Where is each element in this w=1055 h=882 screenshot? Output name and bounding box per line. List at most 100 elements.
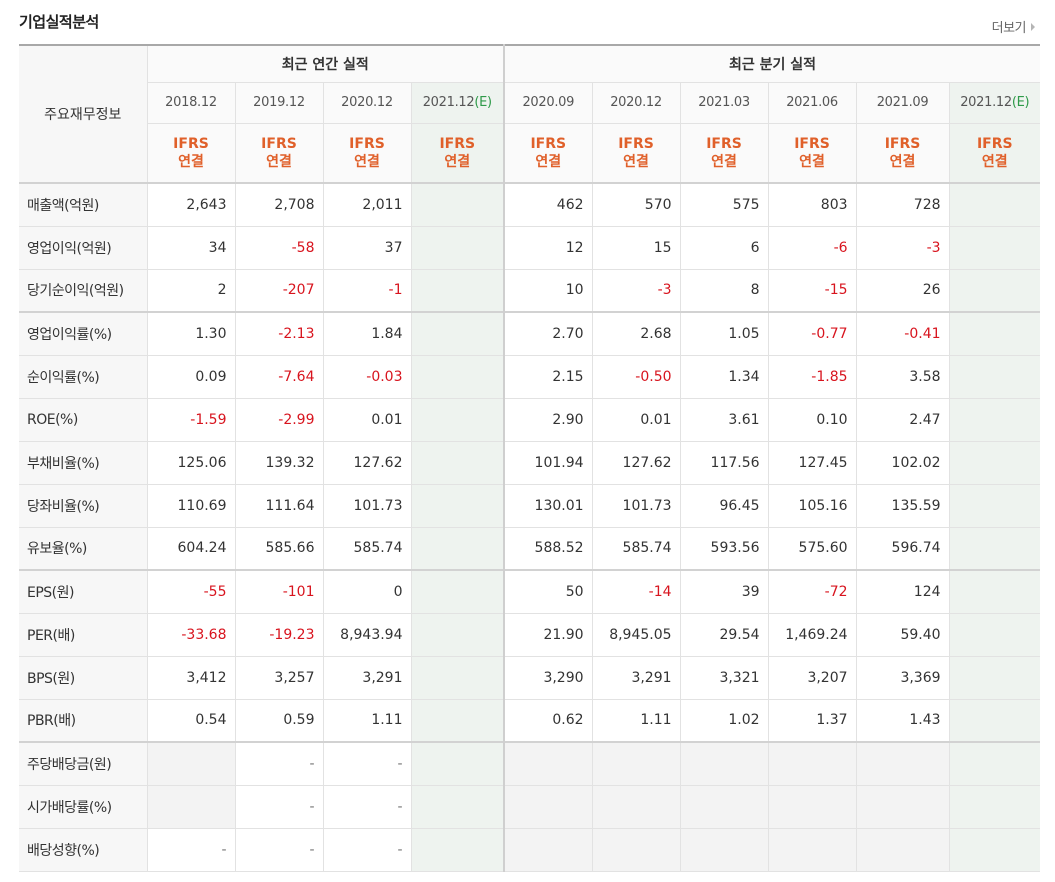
table-cell: 585.74	[591, 526, 681, 571]
more-link[interactable]: 더보기	[992, 17, 1035, 36]
period-label: 2021.12	[422, 95, 475, 110]
basis-line-1: IFRS	[618, 135, 654, 152]
table-cell: 570	[591, 182, 681, 227]
table-cell: 2,011	[322, 182, 412, 227]
table-row: PBR(배) 0.54 0.59 1.11 0.62 1.11 1.02 1.37 1.43	[19, 698, 1041, 743]
row-label: BPS(원)	[19, 655, 148, 700]
table-row: 당좌비율(%) 110.69 111.64 101.73 130.01 101.73 96.…	[19, 483, 1041, 528]
table-cell	[410, 655, 505, 700]
table-cell: -6	[767, 225, 857, 270]
table-cell: 2,708	[234, 182, 324, 227]
period-header: 2020.09	[503, 81, 593, 124]
group-annual: 최근 연간 실적	[146, 44, 505, 83]
table-cell: -	[146, 827, 236, 872]
table-cell	[410, 311, 505, 356]
table-cell: 3,207	[767, 655, 857, 700]
row-label: 당좌비율(%)	[19, 483, 148, 528]
basis-label: IFRS 연결	[679, 122, 769, 184]
table-cell: -1.85	[767, 354, 857, 399]
table-cell: -	[234, 741, 324, 786]
table-cell	[410, 483, 505, 528]
basis-line-2: 연결	[178, 153, 204, 170]
table-cell	[410, 784, 505, 829]
basis-line-1: IFRS	[439, 135, 476, 152]
table-cell: 1,469.24	[767, 612, 857, 657]
table-cell	[679, 827, 769, 872]
table-cell: 728	[855, 182, 950, 227]
row-label: PBR(배)	[19, 698, 148, 743]
table-cell: 21.90	[503, 612, 593, 657]
table-cell: -	[234, 827, 324, 872]
chevron-right-icon	[1031, 22, 1035, 31]
table-row: EPS(원) -55 -101 0 50 -14 39 -72 124	[19, 569, 1041, 614]
basis-line-1: IFRS	[349, 135, 385, 152]
table-cell: 1.30	[146, 311, 236, 356]
table-cell: 127.45	[767, 440, 857, 485]
basis-line-2: 연결	[535, 153, 562, 170]
period-label: 2021.03	[698, 95, 750, 110]
table-cell: 575	[679, 182, 769, 227]
table-cell: 0	[322, 569, 412, 614]
table-cell: 29.54	[679, 612, 769, 657]
table-cell	[410, 612, 505, 657]
basis-label: IFRS 연결	[234, 122, 324, 184]
table-cell	[591, 827, 681, 872]
financial-performance-table: 주요재무정보 최근 연간 실적 최근 분기 실적 2018.12 2019.12 2…	[19, 44, 1041, 872]
basis-line-2: 연결	[889, 153, 916, 170]
table-cell: 1.02	[679, 698, 769, 743]
basis-line-2: 연결	[266, 153, 292, 170]
table-cell: -0.03	[322, 354, 412, 399]
table-cell: 101.73	[322, 483, 412, 528]
table-cell: -0.41	[855, 311, 950, 356]
table-cell: 8	[679, 268, 769, 313]
table-cell: -2.99	[234, 397, 324, 442]
table-cell: 8,943.94	[322, 612, 412, 657]
table-cell: -3	[591, 268, 681, 313]
table-cell: -0.50	[591, 354, 681, 399]
row-label: EPS(원)	[19, 569, 148, 614]
table-row: 주당배당금(원) - -	[19, 741, 1041, 786]
table-row: 당기순이익(억원) 2 -207 -1 10 -3 8 -15 26	[19, 268, 1041, 313]
table-cell	[146, 741, 236, 786]
table-cell	[410, 182, 505, 227]
table-cell	[591, 784, 681, 829]
table-cell: 135.59	[855, 483, 950, 528]
table-row: 영업이익(억원) 34 -58 37 12 15 6 -6 -3	[19, 225, 1041, 270]
table-row: 시가배당률(%) - -	[19, 784, 1041, 829]
period-header: 2021.09	[855, 81, 950, 124]
row-label: 시가배당률(%)	[19, 784, 148, 829]
table-cell	[948, 526, 1041, 571]
period-header: 2018.12	[147, 81, 236, 124]
table-cell	[410, 397, 505, 442]
table-cell	[679, 784, 769, 829]
table-cell	[948, 182, 1041, 227]
table-cell: 1.05	[679, 311, 769, 356]
period-header: 2021.03	[679, 81, 769, 124]
row-label: 주당배당금(원)	[19, 741, 148, 786]
table-cell: 111.64	[234, 483, 324, 528]
period-label: 2020.09	[522, 95, 575, 110]
table-cell: -72	[767, 569, 857, 614]
table-cell	[948, 741, 1041, 786]
table-cell: -1.59	[146, 397, 236, 442]
table-cell: 125.06	[146, 440, 236, 485]
section-title: 기업실적분석	[19, 13, 99, 31]
table-cell	[948, 397, 1041, 442]
table-cell: 596.74	[855, 526, 950, 571]
table-cell: 0.59	[234, 698, 324, 743]
table-cell: 101.94	[503, 440, 593, 485]
table-cell: -	[322, 784, 412, 829]
table-row: ROE(%) -1.59 -2.99 0.01 2.90 0.01 3.61 0.10 2.47	[19, 397, 1041, 442]
table-cell: -0.77	[767, 311, 857, 356]
basis-label: IFRS 연결	[503, 122, 593, 184]
table-cell	[410, 354, 505, 399]
table-cell	[948, 225, 1041, 270]
table-row: 유보율(%) 604.24 585.66 585.74 588.52 585.74 593.…	[19, 526, 1041, 571]
table-cell: 3,290	[503, 655, 593, 700]
table-cell: 575.60	[767, 526, 857, 571]
table-cell: 0.09	[146, 354, 236, 399]
table-cell	[767, 827, 857, 872]
period-label: 2019.12	[253, 95, 305, 110]
table-cell: 588.52	[503, 526, 593, 571]
table-cell: 803	[767, 182, 857, 227]
